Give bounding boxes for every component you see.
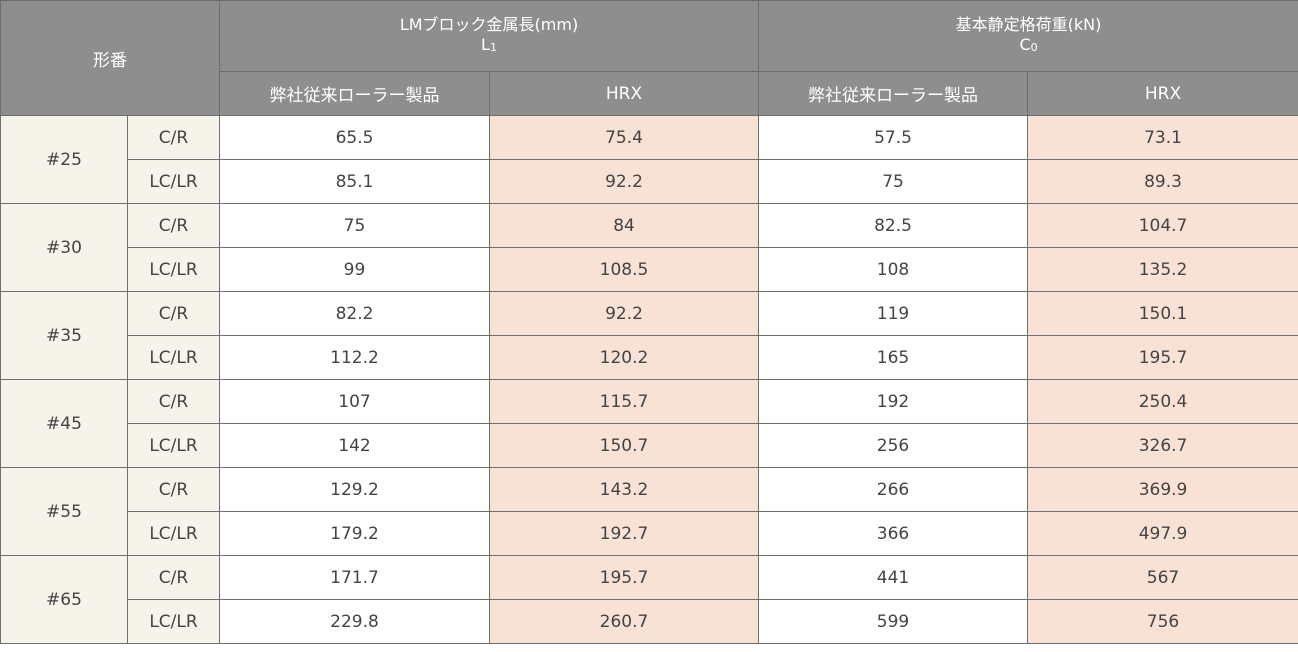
hrx-length-cell: 92.2 (488, 291, 760, 336)
hrx-length-cell: 195.7 (488, 555, 760, 600)
table-row: LC/LR 85.1 92.2 75 89.3 (1, 159, 1298, 204)
static-load-title: 基本静定格荷重(kN) (955, 15, 1102, 34)
table-row: LC/LR 179.2 192.7 366 497.9 (1, 511, 1298, 556)
model-column-header: 形番 (0, 0, 220, 116)
variant-cell: C/R (127, 115, 220, 160)
conventional-length-cell: 112.2 (219, 335, 490, 380)
block-length-title: LMブロック金属長(mm) (399, 15, 579, 34)
hrx-length-cell: 192.7 (488, 511, 760, 556)
conventional-length-cell: 229.8 (219, 599, 490, 644)
hrx-length-cell: 260.7 (488, 599, 760, 644)
conventional-load-cell: 75 (758, 159, 1029, 204)
conventional-load-cell: 441 (758, 555, 1029, 600)
hrx-load-cell: 369.9 (1027, 467, 1298, 512)
conventional-load-cell: 108 (758, 247, 1029, 292)
hrx-length-cell: 108.5 (488, 247, 760, 292)
model-cell: #45 (0, 379, 128, 468)
hrx-load-cell: 326.7 (1027, 423, 1298, 468)
variant-cell: LC/LR (127, 423, 220, 468)
model-cell: #55 (0, 467, 128, 556)
hrx-load-cell: 250.4 (1027, 379, 1298, 424)
conventional-load-cell: 266 (758, 467, 1029, 512)
conventional-length-cell: 107 (219, 379, 490, 424)
subheader-conventional-load: 弊社従来ローラー製品 (758, 71, 1029, 116)
block-length-symbol: L1 (220, 35, 758, 57)
hrx-length-cell: 143.2 (488, 467, 760, 512)
hrx-length-cell: 75.4 (488, 115, 760, 160)
conventional-length-cell: 82.2 (219, 291, 490, 336)
table-row: #65 C/R 171.7 195.7 441 567 (0, 555, 1298, 644)
hrx-load-cell: 150.1 (1027, 291, 1298, 336)
table-header: 形番 LMブロック金属長(mm) L1 基本静定格荷重(kN) C0 弊社従来ロ… (0, 0, 1298, 116)
block-length-symbol-main: L (481, 35, 490, 54)
hrx-load-cell: 89.3 (1027, 159, 1298, 204)
hrx-length-cell: 84 (488, 203, 760, 248)
hrx-load-cell: 567 (1027, 555, 1298, 600)
hrx-length-cell: 120.2 (488, 335, 760, 380)
conventional-load-cell: 57.5 (758, 115, 1029, 160)
hrx-load-cell: 497.9 (1027, 511, 1298, 556)
table-row: LC/LR 99 108.5 108 135.2 (1, 247, 1298, 292)
variant-cell: LC/LR (127, 599, 220, 644)
conventional-load-cell: 599 (758, 599, 1029, 644)
conventional-load-cell: 366 (758, 511, 1029, 556)
conventional-length-cell: 75 (219, 203, 490, 248)
conventional-length-cell: 171.7 (219, 555, 490, 600)
table-row: #45 C/R 107 115.7 192 250.4 (0, 379, 1298, 468)
table-row: #55 C/R 129.2 143.2 266 369.9 (0, 467, 1298, 556)
conventional-load-cell: 119 (758, 291, 1029, 336)
static-load-group-header: 基本静定格荷重(kN) C0 (758, 0, 1298, 72)
variant-cell: LC/LR (127, 247, 220, 292)
model-cell: #65 (0, 555, 128, 644)
conventional-length-cell: 179.2 (219, 511, 490, 556)
hrx-length-cell: 115.7 (488, 379, 760, 424)
subheader-conventional-length: 弊社従来ローラー製品 (219, 71, 490, 116)
conventional-length-cell: 99 (219, 247, 490, 292)
table-row: #35 C/R 82.2 92.2 119 150.1 (0, 291, 1298, 380)
hrx-length-cell: 92.2 (488, 159, 760, 204)
table-row: LC/LR 142 150.7 256 326.7 (1, 423, 1298, 468)
conventional-length-cell: 85.1 (219, 159, 490, 204)
variant-cell: C/R (127, 379, 220, 424)
hrx-length-cell: 150.7 (488, 423, 760, 468)
static-load-symbol-main: C (1019, 35, 1031, 54)
hrx-load-cell: 135.2 (1027, 247, 1298, 292)
variant-cell: C/R (127, 291, 220, 336)
hrx-load-cell: 104.7 (1027, 203, 1298, 248)
block-length-group-header: LMブロック金属長(mm) L1 (218, 0, 760, 72)
conventional-load-cell: 165 (758, 335, 1029, 380)
subheader-hrx-length: HRX (488, 71, 760, 116)
conventional-load-cell: 82.5 (758, 203, 1029, 248)
hrx-load-cell: 73.1 (1027, 115, 1298, 160)
table-row: LC/LR 229.8 260.7 599 756 (1, 599, 1298, 644)
variant-cell: C/R (127, 467, 220, 512)
variant-cell: LC/LR (127, 335, 220, 380)
hrx-load-cell: 756 (1027, 599, 1298, 644)
table-row: LC/LR 112.2 120.2 165 195.7 (1, 335, 1298, 380)
static-load-symbol: C0 (759, 35, 1298, 57)
static-load-symbol-sub: 0 (1030, 41, 1038, 54)
variant-cell: LC/LR (127, 159, 220, 204)
variant-cell: C/R (127, 203, 220, 248)
model-cell: #30 (0, 203, 128, 292)
table-row: #30 C/R 75 84 82.5 104.7 (0, 203, 1298, 292)
conventional-length-cell: 65.5 (219, 115, 490, 160)
subheader-hrx-load: HRX (1027, 71, 1298, 116)
model-cell: #35 (0, 291, 128, 380)
conventional-length-cell: 142 (219, 423, 490, 468)
variant-cell: C/R (127, 555, 220, 600)
model-cell: #25 (0, 115, 128, 204)
conventional-length-cell: 129.2 (219, 467, 490, 512)
block-length-symbol-sub: 1 (489, 41, 497, 54)
conventional-load-cell: 256 (758, 423, 1029, 468)
table-row: #25 C/R 65.5 75.4 57.5 73.1 (0, 115, 1298, 204)
hrx-load-cell: 195.7 (1027, 335, 1298, 380)
conventional-load-cell: 192 (758, 379, 1029, 424)
table-body: #25 C/R 65.5 75.4 57.5 73.1 LC/LR 85.1 92.2 75 89.… (0, 115, 1298, 644)
variant-cell: LC/LR (127, 511, 220, 556)
